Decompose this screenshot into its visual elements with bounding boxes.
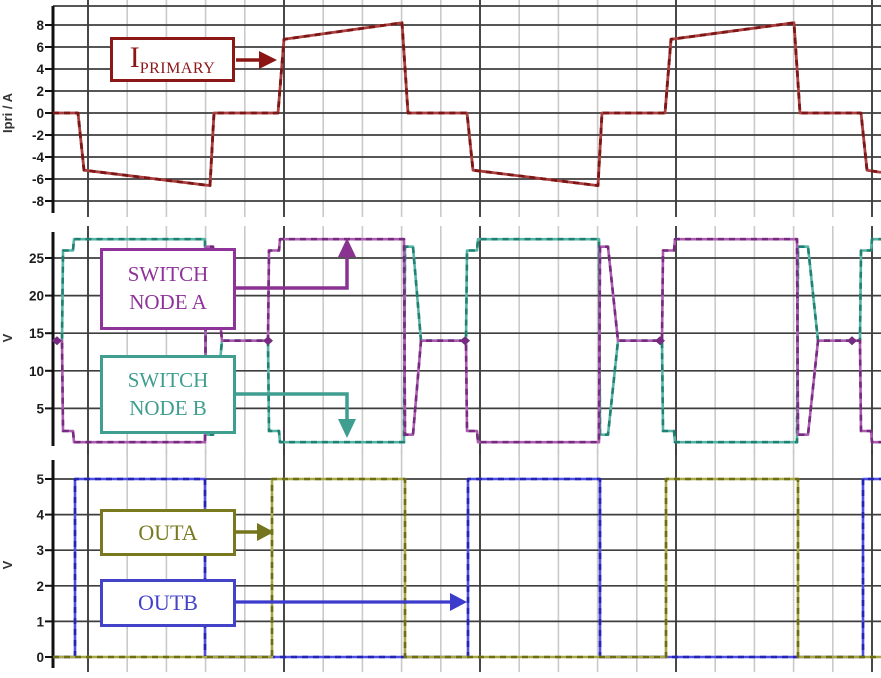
trace-outa-dashes [53, 477, 881, 659]
dwell-marker-diamond [847, 336, 858, 346]
y-tick-label: -8 [32, 194, 44, 209]
y-tick-label: -4 [32, 150, 44, 165]
trace-switch-node-b-dashes [53, 237, 881, 444]
switch-node-b-label-box: SWITCH NODE B [100, 355, 236, 434]
y-tick-label: 5 [36, 401, 44, 416]
trace-switch-node-a-dashes [53, 237, 881, 444]
iprimary-label-box: IPRIMARY [110, 37, 235, 82]
outb-label: OUTB [138, 590, 198, 615]
y-axis-title: V [0, 333, 15, 342]
y-tick-label: 3 [36, 543, 44, 558]
switch-node-a-arrow [236, 256, 349, 290]
outb-arrow-head [450, 593, 467, 611]
switch-node-b-arrow-head [338, 419, 356, 438]
y-tick-label: 8 [36, 18, 44, 33]
iprimary-label: IPRIMARY [129, 41, 216, 77]
switch-node-b-label: SWITCH NODE B [127, 367, 209, 420]
y-axis-title: Ipri / A [0, 92, 15, 133]
y-tick-label: 6 [36, 40, 44, 55]
y-tick-label: 5 [36, 472, 44, 487]
trace-outb-dashes [53, 477, 881, 659]
y-tick-label: 10 [29, 364, 44, 379]
y-tick-label: 2 [36, 579, 44, 594]
outa-label: OUTA [138, 519, 198, 545]
y-tick-label: 4 [36, 62, 44, 77]
y-tick-label: 0 [36, 650, 44, 665]
outb-label-box: OUTB [100, 579, 236, 627]
y-tick-label: 1 [36, 614, 44, 629]
switch-node-a-label: SWITCH NODE A [127, 262, 209, 314]
y-tick-label: 20 [29, 289, 44, 304]
y-tick-label: 25 [29, 251, 45, 266]
y-axis-title: V [0, 560, 15, 569]
switch-node-a-label-box: SWITCH NODE A [100, 248, 236, 330]
y-tick-label: 2 [36, 84, 44, 99]
iprimary-arrow-head [259, 51, 277, 69]
y-tick-label: 4 [36, 508, 44, 523]
dwell-marker-diamond [460, 336, 471, 346]
y-tick-label: -6 [32, 172, 44, 187]
dwell-marker-diamond [51, 336, 62, 346]
dwell-marker-diamond [263, 336, 274, 346]
switch-node-b-arrow [236, 392, 349, 420]
trace-i-primary-dashes [53, 21, 881, 188]
outa-arrow-head [257, 523, 274, 541]
outa-label-box: OUTA [100, 509, 236, 556]
y-tick-label: 0 [36, 106, 44, 121]
y-tick-label: 15 [29, 326, 45, 341]
dwell-marker-diamond [655, 336, 666, 346]
switch-node-a-arrow-head [338, 238, 356, 257]
y-tick-label: -2 [32, 128, 44, 143]
